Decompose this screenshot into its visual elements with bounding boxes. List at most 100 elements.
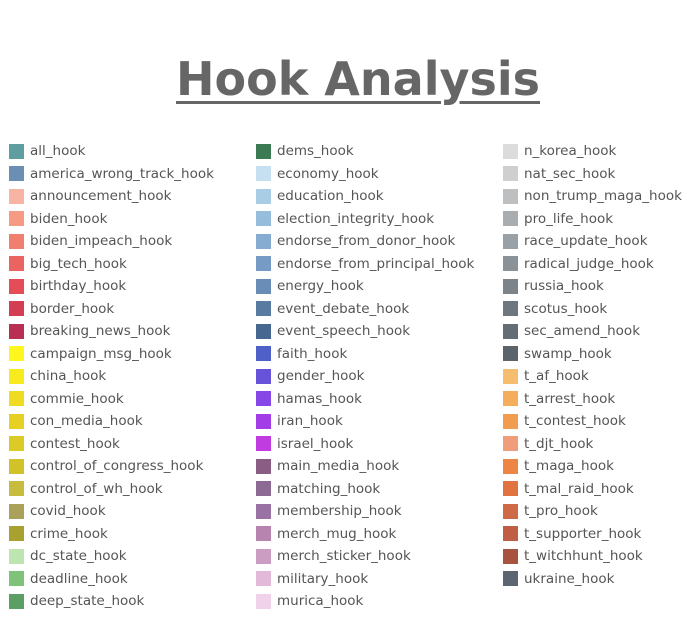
legend-swatch: [9, 391, 24, 407]
legend-swatch: [503, 256, 518, 272]
legend-item[interactable]: big_tech_hook: [9, 253, 214, 276]
legend-item[interactable]: t_maga_hook: [503, 455, 682, 478]
legend-item[interactable]: radical_judge_hook: [503, 253, 682, 276]
legend-label: t_witchhunt_hook: [524, 548, 643, 565]
legend-swatch: [256, 368, 271, 384]
legend-swatch: [256, 391, 271, 407]
legend-item[interactable]: merch_mug_hook: [256, 523, 474, 546]
legend-item[interactable]: crime_hook: [9, 523, 214, 546]
legend-item[interactable]: america_wrong_track_hook: [9, 163, 214, 186]
legend-item[interactable]: t_pro_hook: [503, 500, 682, 523]
legend-item[interactable]: pro_life_hook: [503, 208, 682, 231]
legend-swatch: [256, 256, 271, 272]
legend-label: con_media_hook: [30, 413, 143, 430]
legend-item[interactable]: non_trump_maga_hook: [503, 185, 682, 208]
legend-item[interactable]: race_update_hook: [503, 230, 682, 253]
legend-swatch: [256, 503, 271, 519]
legend-swatch: [503, 436, 518, 452]
legend-swatch: [503, 188, 518, 204]
legend-item[interactable]: border_hook: [9, 298, 214, 321]
legend-label: covid_hook: [30, 503, 106, 520]
legend-item[interactable]: china_hook: [9, 365, 214, 388]
legend-item[interactable]: commie_hook: [9, 388, 214, 411]
legend-item[interactable]: hamas_hook: [256, 388, 474, 411]
legend-item[interactable]: announcement_hook: [9, 185, 214, 208]
legend-swatch: [9, 526, 24, 542]
legend-label: t_supporter_hook: [524, 525, 642, 542]
legend-item[interactable]: scotus_hook: [503, 298, 682, 321]
legend-swatch: [503, 548, 518, 564]
legend-item[interactable]: membership_hook: [256, 500, 474, 523]
legend-label: commie_hook: [30, 390, 124, 407]
legend-item[interactable]: gender_hook: [256, 365, 474, 388]
legend-item[interactable]: contest_hook: [9, 433, 214, 456]
legend-swatch: [9, 188, 24, 204]
legend-item[interactable]: t_mal_raid_hook: [503, 478, 682, 501]
legend-item[interactable]: event_speech_hook: [256, 320, 474, 343]
legend-item[interactable]: t_djt_hook: [503, 433, 682, 456]
legend-item[interactable]: birthday_hook: [9, 275, 214, 298]
legend-label: dems_hook: [277, 143, 354, 160]
legend-swatch: [9, 256, 24, 272]
legend-swatch: [9, 346, 24, 362]
legend-item[interactable]: n_korea_hook: [503, 140, 682, 163]
legend-item[interactable]: deep_state_hook: [9, 590, 214, 613]
legend-label: breaking_news_hook: [30, 323, 171, 340]
legend-item[interactable]: matching_hook: [256, 478, 474, 501]
legend-item[interactable]: t_af_hook: [503, 365, 682, 388]
legend-item[interactable]: control_of_wh_hook: [9, 478, 214, 501]
legend-item[interactable]: biden_hook: [9, 208, 214, 231]
legend-item[interactable]: murica_hook: [256, 590, 474, 613]
legend-item[interactable]: breaking_news_hook: [9, 320, 214, 343]
legend-item[interactable]: energy_hook: [256, 275, 474, 298]
legend-item[interactable]: nat_sec_hook: [503, 163, 682, 186]
legend-item[interactable]: endorse_from_principal_hook: [256, 253, 474, 276]
legend-swatch: [256, 413, 271, 429]
legend-item[interactable]: t_contest_hook: [503, 410, 682, 433]
legend-item[interactable]: economy_hook: [256, 163, 474, 186]
legend-item[interactable]: control_of_congress_hook: [9, 455, 214, 478]
legend-swatch: [256, 211, 271, 227]
legend-item[interactable]: t_arrest_hook: [503, 388, 682, 411]
legend-label: iran_hook: [277, 413, 343, 430]
legend-item[interactable]: event_debate_hook: [256, 298, 474, 321]
legend-label: sec_amend_hook: [524, 323, 641, 340]
legend-label: control_of_congress_hook: [30, 458, 204, 475]
legend-item[interactable]: all_hook: [9, 140, 214, 163]
legend-swatch: [9, 481, 24, 497]
legend-item[interactable]: sec_amend_hook: [503, 320, 682, 343]
legend-item[interactable]: biden_impeach_hook: [9, 230, 214, 253]
legend-item[interactable]: merch_sticker_hook: [256, 545, 474, 568]
legend-item[interactable]: military_hook: [256, 568, 474, 591]
legend-item[interactable]: faith_hook: [256, 343, 474, 366]
legend-label: non_trump_maga_hook: [524, 188, 682, 205]
legend-item[interactable]: con_media_hook: [9, 410, 214, 433]
legend-label: t_af_hook: [524, 368, 589, 385]
legend-label: n_korea_hook: [524, 143, 617, 160]
legend-item[interactable]: endorse_from_donor_hook: [256, 230, 474, 253]
legend-item[interactable]: dc_state_hook: [9, 545, 214, 568]
legend-swatch: [9, 323, 24, 339]
legend-item[interactable]: iran_hook: [256, 410, 474, 433]
legend-label: event_debate_hook: [277, 300, 410, 317]
legend-item[interactable]: ukraine_hook: [503, 568, 682, 591]
legend-item[interactable]: swamp_hook: [503, 343, 682, 366]
legend-item[interactable]: covid_hook: [9, 500, 214, 523]
legend-item[interactable]: education_hook: [256, 185, 474, 208]
legend-label: t_pro_hook: [524, 503, 598, 520]
legend-swatch: [256, 481, 271, 497]
legend-swatch: [256, 323, 271, 339]
legend-item[interactable]: campaign_msg_hook: [9, 343, 214, 366]
legend-item[interactable]: main_media_hook: [256, 455, 474, 478]
legend-item[interactable]: dems_hook: [256, 140, 474, 163]
legend-item[interactable]: russia_hook: [503, 275, 682, 298]
legend-item[interactable]: israel_hook: [256, 433, 474, 456]
legend-label: china_hook: [30, 368, 107, 385]
legend-item[interactable]: t_witchhunt_hook: [503, 545, 682, 568]
legend-swatch: [503, 391, 518, 407]
legend-item[interactable]: election_integrity_hook: [256, 208, 474, 231]
legend-item[interactable]: deadline_hook: [9, 568, 214, 591]
legend-label: energy_hook: [277, 278, 364, 295]
legend-label: biden_impeach_hook: [30, 233, 173, 250]
legend-item[interactable]: t_supporter_hook: [503, 523, 682, 546]
